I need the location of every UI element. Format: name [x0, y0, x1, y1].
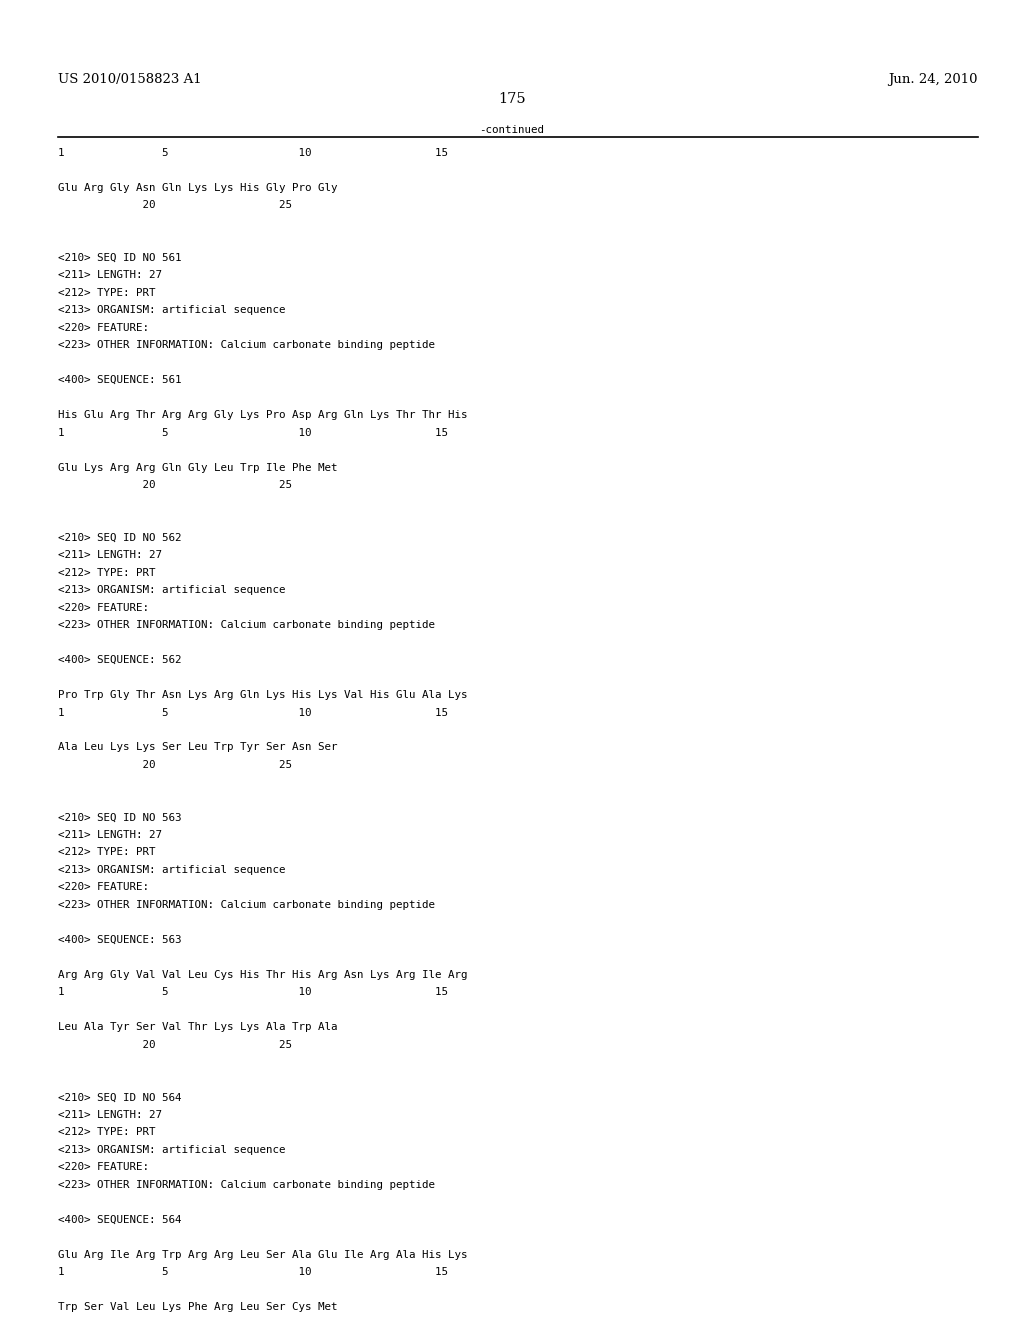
Text: Ala Leu Lys Lys Ser Leu Trp Tyr Ser Asn Ser: Ala Leu Lys Lys Ser Leu Trp Tyr Ser Asn … — [58, 742, 338, 752]
Text: <211> LENGTH: 27: <211> LENGTH: 27 — [58, 271, 163, 280]
Text: 1               5                    10                   15: 1 5 10 15 — [58, 987, 449, 998]
Text: <220> FEATURE:: <220> FEATURE: — [58, 882, 150, 892]
Text: 20                   25: 20 25 — [58, 1040, 293, 1049]
Text: <223> OTHER INFORMATION: Calcium carbonate binding peptide: <223> OTHER INFORMATION: Calcium carbona… — [58, 620, 435, 630]
Text: <223> OTHER INFORMATION: Calcium carbonate binding peptide: <223> OTHER INFORMATION: Calcium carbona… — [58, 341, 435, 350]
Text: 1               5                    10                   15: 1 5 10 15 — [58, 708, 449, 718]
Text: Pro Trp Gly Thr Asn Lys Arg Gln Lys His Lys Val His Glu Ala Lys: Pro Trp Gly Thr Asn Lys Arg Gln Lys His … — [58, 690, 468, 700]
Text: <400> SEQUENCE: 561: <400> SEQUENCE: 561 — [58, 375, 182, 385]
Text: <213> ORGANISM: artificial sequence: <213> ORGANISM: artificial sequence — [58, 585, 286, 595]
Text: <211> LENGTH: 27: <211> LENGTH: 27 — [58, 550, 163, 560]
Text: <212> TYPE: PRT: <212> TYPE: PRT — [58, 288, 156, 298]
Text: <223> OTHER INFORMATION: Calcium carbonate binding peptide: <223> OTHER INFORMATION: Calcium carbona… — [58, 900, 435, 909]
Text: Trp Ser Val Leu Lys Phe Arg Leu Ser Cys Met: Trp Ser Val Leu Lys Phe Arg Leu Ser Cys … — [58, 1302, 338, 1312]
Text: <210> SEQ ID NO 563: <210> SEQ ID NO 563 — [58, 812, 182, 822]
Text: US 2010/0158823 A1: US 2010/0158823 A1 — [58, 73, 202, 86]
Text: His Glu Arg Thr Arg Arg Gly Lys Pro Asp Arg Gln Lys Thr Thr His: His Glu Arg Thr Arg Arg Gly Lys Pro Asp … — [58, 411, 468, 420]
Text: <213> ORGANISM: artificial sequence: <213> ORGANISM: artificial sequence — [58, 865, 286, 875]
Text: -continued: -continued — [479, 125, 545, 136]
Text: <211> LENGTH: 27: <211> LENGTH: 27 — [58, 1110, 163, 1119]
Text: <213> ORGANISM: artificial sequence: <213> ORGANISM: artificial sequence — [58, 1144, 286, 1155]
Text: <400> SEQUENCE: 564: <400> SEQUENCE: 564 — [58, 1214, 182, 1225]
Text: <212> TYPE: PRT: <212> TYPE: PRT — [58, 847, 156, 858]
Text: <220> FEATURE:: <220> FEATURE: — [58, 1162, 150, 1172]
Text: Glu Arg Ile Arg Trp Arg Arg Leu Ser Ala Glu Ile Arg Ala His Lys: Glu Arg Ile Arg Trp Arg Arg Leu Ser Ala … — [58, 1250, 468, 1259]
Text: Arg Arg Gly Val Val Leu Cys His Thr His Arg Asn Lys Arg Ile Arg: Arg Arg Gly Val Val Leu Cys His Thr His … — [58, 970, 468, 979]
Text: <400> SEQUENCE: 562: <400> SEQUENCE: 562 — [58, 655, 182, 665]
Text: <400> SEQUENCE: 563: <400> SEQUENCE: 563 — [58, 935, 182, 945]
Text: Glu Arg Gly Asn Gln Lys Lys His Gly Pro Gly: Glu Arg Gly Asn Gln Lys Lys His Gly Pro … — [58, 182, 338, 193]
Text: <211> LENGTH: 27: <211> LENGTH: 27 — [58, 830, 163, 840]
Text: 20                   25: 20 25 — [58, 480, 293, 490]
Text: 1               5                    10                   15: 1 5 10 15 — [58, 428, 449, 438]
Text: Leu Ala Tyr Ser Val Thr Lys Lys Ala Trp Ala: Leu Ala Tyr Ser Val Thr Lys Lys Ala Trp … — [58, 1022, 338, 1032]
Text: 20                   25: 20 25 — [58, 201, 293, 210]
Text: 175: 175 — [499, 92, 525, 107]
Text: <220> FEATURE:: <220> FEATURE: — [58, 322, 150, 333]
Text: <210> SEQ ID NO 564: <210> SEQ ID NO 564 — [58, 1093, 182, 1102]
Text: <212> TYPE: PRT: <212> TYPE: PRT — [58, 1127, 156, 1138]
Text: 20                   25: 20 25 — [58, 760, 293, 770]
Text: <213> ORGANISM: artificial sequence: <213> ORGANISM: artificial sequence — [58, 305, 286, 315]
Text: <210> SEQ ID NO 562: <210> SEQ ID NO 562 — [58, 532, 182, 543]
Text: <210> SEQ ID NO 561: <210> SEQ ID NO 561 — [58, 253, 182, 263]
Text: <212> TYPE: PRT: <212> TYPE: PRT — [58, 568, 156, 578]
Text: Glu Lys Arg Arg Gln Gly Leu Trp Ile Phe Met: Glu Lys Arg Arg Gln Gly Leu Trp Ile Phe … — [58, 463, 338, 473]
Text: Jun. 24, 2010: Jun. 24, 2010 — [889, 73, 978, 86]
Text: <223> OTHER INFORMATION: Calcium carbonate binding peptide: <223> OTHER INFORMATION: Calcium carbona… — [58, 1180, 435, 1189]
Text: 1               5                    10                   15: 1 5 10 15 — [58, 1267, 449, 1278]
Text: <220> FEATURE:: <220> FEATURE: — [58, 602, 150, 612]
Text: 1               5                    10                   15: 1 5 10 15 — [58, 148, 449, 158]
